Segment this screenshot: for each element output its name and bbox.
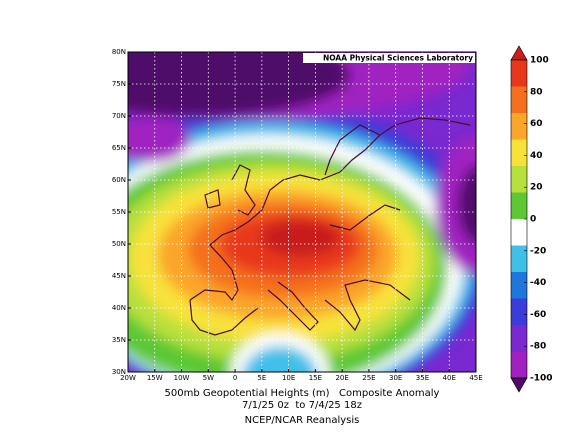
colorbar-label: 60 (530, 119, 543, 129)
x-tick-label: 10W (174, 374, 190, 382)
x-tick-label: 20W (120, 374, 136, 382)
colorbar-label: 40 (530, 151, 543, 161)
colorbar-segment (511, 219, 527, 246)
graticule (128, 52, 476, 372)
colorbar-label: -60 (530, 310, 546, 320)
x-tick-label: 5E (257, 374, 266, 382)
x-tick-label: 40E (443, 374, 456, 382)
y-tick-label: 50N (112, 240, 126, 248)
x-tick-label: 45E (469, 374, 482, 382)
credit: NOAA Physical Sciences Laboratory (323, 54, 473, 63)
x-tick-label: 15W (147, 374, 163, 382)
y-tick-label: 75N (112, 80, 126, 88)
x-tick-label: 35E (416, 374, 429, 382)
colorbar-segment (511, 60, 527, 87)
caption-line: NCEP/NCAR Reanalysis (245, 415, 360, 426)
y-tick-label: 55N (112, 208, 126, 216)
colorbar-segment (511, 86, 527, 113)
x-tick-label: 5W (203, 374, 214, 382)
colorbar-segment (511, 113, 527, 140)
y-tick-label: 45N (112, 272, 126, 280)
colorbar-segment (511, 325, 527, 352)
y-tick-label: 40N (112, 304, 126, 312)
y-tick-label: 60N (112, 176, 126, 184)
caption-line: 7/1/25 0z to 7/4/25 18z (242, 400, 362, 411)
colorbar-segment (511, 245, 527, 272)
y-tick-label: 65N (112, 144, 126, 152)
x-tick-label: 10E (282, 374, 295, 382)
coastlines (189, 117, 471, 336)
colorbar-end (510, 45, 528, 61)
colorbar-segment (511, 192, 527, 219)
x-tick-label: 0 (233, 374, 237, 382)
y-tick-label: 80N (112, 48, 126, 56)
y-tick-label: 70N (112, 112, 126, 120)
axes: 20W 15W 10W 5W 0 5E 10E 15E 20E 25E 30E 35E 40E 45E 30… (112, 48, 483, 382)
colorbar-segment (511, 298, 527, 325)
colorbar-label: -100 (530, 374, 553, 384)
colorbar-label: -20 (530, 246, 546, 256)
colorbar-label: -80 (530, 342, 546, 352)
y-tick-label: 30N (112, 368, 126, 376)
colorbar: 100 80 60 40 20 0 -20 -40 -60 -80 -100 (510, 45, 553, 393)
colorbar-segment (511, 166, 527, 193)
colorbar-segment (511, 139, 527, 166)
colorbar-label: 0 (530, 215, 536, 225)
colorbar-segment (511, 272, 527, 299)
credit-box (303, 53, 475, 63)
x-tick-label: 30E (389, 374, 402, 382)
colorbar-segment (511, 351, 527, 378)
colorbar-label: 100 (530, 56, 549, 66)
colorbar-label: 80 (530, 87, 543, 97)
y-tick-label: 35N (112, 336, 126, 344)
caption-line: 500mb Geopotential Heights (m) Composite… (165, 388, 440, 399)
anomaly-field (128, 52, 476, 372)
colorbar-label: 20 (530, 183, 543, 193)
x-tick-label: 25E (362, 374, 375, 382)
x-tick-label: 15E (309, 374, 322, 382)
x-tick-label: 20E (335, 374, 348, 382)
colorbar-label: -40 (530, 278, 546, 288)
colorbar-end (510, 377, 528, 393)
